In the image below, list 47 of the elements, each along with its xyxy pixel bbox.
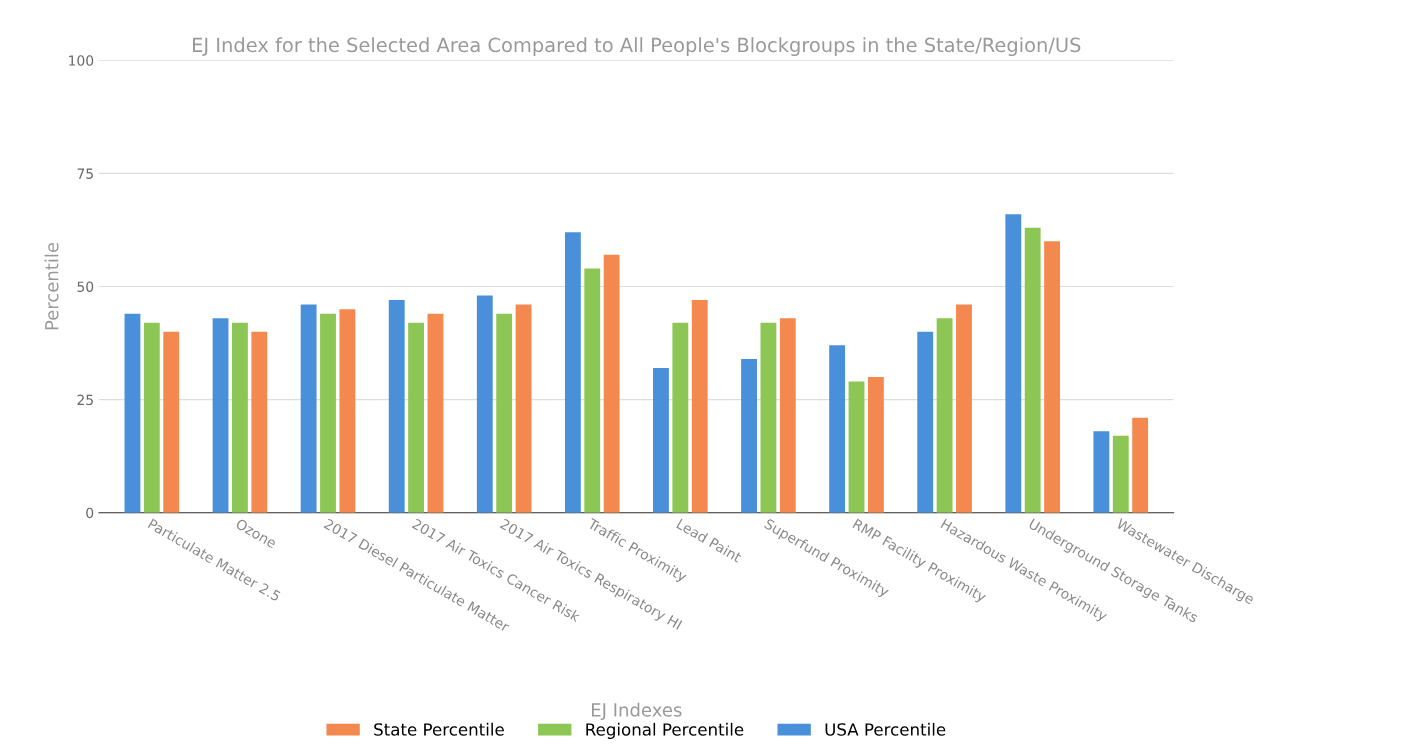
bar (163, 331, 180, 513)
bar (476, 295, 493, 513)
bar (427, 313, 444, 513)
bar (1044, 241, 1060, 513)
bar (653, 367, 669, 513)
bar (251, 331, 268, 513)
bar (300, 304, 317, 513)
y-tick-label: 0 (86, 507, 94, 519)
bar (829, 345, 846, 513)
bar (584, 268, 601, 513)
y-tick-label: 100 (69, 55, 94, 66)
y-axis-title: Percentile (44, 242, 59, 330)
bar (672, 322, 689, 513)
legend-label: Regional Percentile (586, 722, 744, 739)
bar (1024, 227, 1041, 513)
bar (564, 232, 581, 513)
y-tick-label: 75 (77, 168, 93, 179)
bar (867, 377, 884, 513)
bar (1112, 435, 1129, 513)
y-tick-label: 50 (77, 281, 94, 292)
bar (124, 313, 141, 513)
bar (1132, 417, 1149, 513)
bar (779, 318, 796, 513)
bar (231, 322, 248, 513)
bar (848, 381, 865, 513)
bar (1005, 214, 1022, 513)
chart-title: EJ Index for the Selected Area Compared to All People's Blockgroups in the State/Region/US (193, 37, 1081, 57)
bar (388, 300, 405, 513)
x-axis-title: EJ Indexes (592, 702, 682, 721)
legend-label: State Percentile (374, 722, 504, 736)
bar (515, 304, 532, 513)
bar (760, 322, 777, 513)
bar (603, 254, 620, 513)
bar (956, 304, 972, 513)
bar (212, 318, 229, 513)
bar (496, 313, 513, 513)
bar (320, 313, 336, 513)
bar (408, 322, 425, 513)
bar (917, 331, 934, 513)
bar (741, 358, 757, 513)
bar (936, 318, 953, 513)
bar (339, 309, 356, 513)
legend-label: USA Percentile (825, 722, 946, 736)
bar (1093, 431, 1110, 513)
y-tick-label: 25 (77, 394, 93, 406)
bar (143, 322, 160, 513)
bar (691, 300, 708, 513)
